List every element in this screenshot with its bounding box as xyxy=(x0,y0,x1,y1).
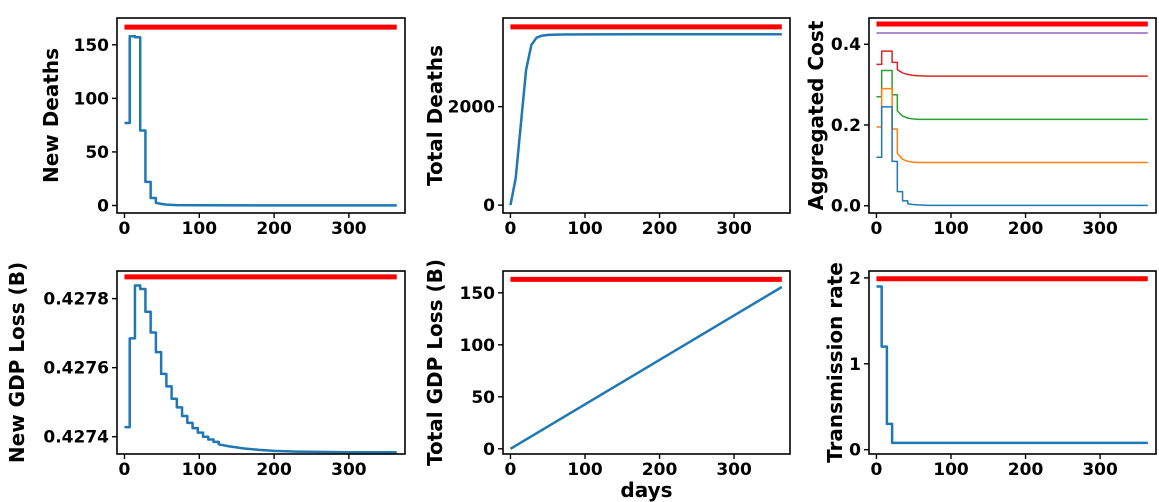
axes-frame xyxy=(868,17,1157,214)
y-tick-label: 2000 xyxy=(448,98,495,118)
x-tick-label: 200 xyxy=(642,460,678,480)
x-tick-label: 200 xyxy=(256,219,292,239)
subplot-5: 0 100 200 300 0 50 100 150 Total GDP Loss (B) day… xyxy=(423,259,791,502)
series-line-2 xyxy=(509,285,783,450)
x-tick-label: 0 xyxy=(871,219,883,239)
y-tick-label: 1 xyxy=(849,355,861,375)
y-tick-label: 50 xyxy=(85,143,109,163)
x-tick-label: 100 xyxy=(567,219,603,239)
y-tick-label: 0 xyxy=(483,440,495,460)
x-tick-label: 0 xyxy=(871,460,883,480)
x-tick-label: 200 xyxy=(642,219,678,239)
y-tick-label: 0.2 xyxy=(831,116,861,136)
x-tick-label: 0 xyxy=(119,460,131,480)
x-tick-label: 100 xyxy=(933,460,969,480)
x-tick-label: 100 xyxy=(182,460,218,480)
x-tick-label: 100 xyxy=(182,219,218,239)
x-tick-label: 300 xyxy=(716,460,752,480)
series-line-2 xyxy=(124,284,397,454)
y-tick-label: 0 xyxy=(97,197,109,217)
x-tick-label: 0 xyxy=(119,219,131,239)
subplot-1: 0 100 200 300 0 50 100 150 New Deaths xyxy=(39,17,406,239)
y-tick-label: 50 xyxy=(471,388,495,408)
x-tick-label: 300 xyxy=(331,460,367,480)
y-axis-label: Total GDP Loss (B) xyxy=(423,259,447,466)
x-tick-label: 200 xyxy=(256,460,292,480)
series-line-6 xyxy=(876,106,1148,207)
axes-frame xyxy=(868,270,1157,455)
x-tick-label: 300 xyxy=(331,219,367,239)
series-line-5 xyxy=(876,87,1148,164)
x-tick-label: 0 xyxy=(505,460,517,480)
y-tick-label: 0.4 xyxy=(831,35,861,55)
axes-frame xyxy=(116,270,406,455)
y-axis-label: Aggregated Cost xyxy=(804,20,828,210)
x-tick-label: 300 xyxy=(716,219,752,239)
y-tick-label: 0.4274 xyxy=(43,428,109,448)
y-tick-label: 150 xyxy=(460,284,496,304)
axes-frame xyxy=(116,17,406,214)
y-tick-label: 0.4278 xyxy=(43,290,109,310)
series-line-2 xyxy=(509,33,782,206)
axes-frame xyxy=(502,17,791,214)
x-tick-label: 300 xyxy=(1082,460,1118,480)
y-axis-label: Total Deaths xyxy=(423,45,447,186)
y-tick-label: 100 xyxy=(74,89,110,109)
axes-frame xyxy=(502,270,791,455)
y-tick-label: 100 xyxy=(460,336,496,356)
x-tick-label: 200 xyxy=(1008,460,1044,480)
x-axis-label: days xyxy=(620,478,672,502)
y-axis-label: New GDP Loss (B) xyxy=(5,262,29,463)
y-tick-label: 150 xyxy=(74,36,110,56)
series-line-2 xyxy=(876,285,1148,445)
y-tick-label: 0 xyxy=(849,441,861,461)
x-tick-label: 300 xyxy=(1082,219,1118,239)
y-tick-label: 0.4276 xyxy=(43,359,109,379)
series-line-2 xyxy=(124,34,397,207)
series-line-4 xyxy=(876,69,1148,121)
x-tick-label: 100 xyxy=(567,460,603,480)
y-axis-label: New Deaths xyxy=(39,48,63,183)
y-axis-label: Transmission rate xyxy=(823,262,847,463)
x-tick-label: 200 xyxy=(1008,219,1044,239)
y-tick-label: 0 xyxy=(483,196,495,216)
x-tick-label: 100 xyxy=(933,219,969,239)
y-tick-label: 0.0 xyxy=(831,197,861,217)
series-line-3 xyxy=(876,50,1148,77)
subplot-4: 0 100 200 300 0.4274 0.4276 0.4278 New GDP Loss… xyxy=(5,262,406,480)
x-tick-label: 0 xyxy=(505,219,517,239)
y-tick-label: 2 xyxy=(849,269,861,289)
